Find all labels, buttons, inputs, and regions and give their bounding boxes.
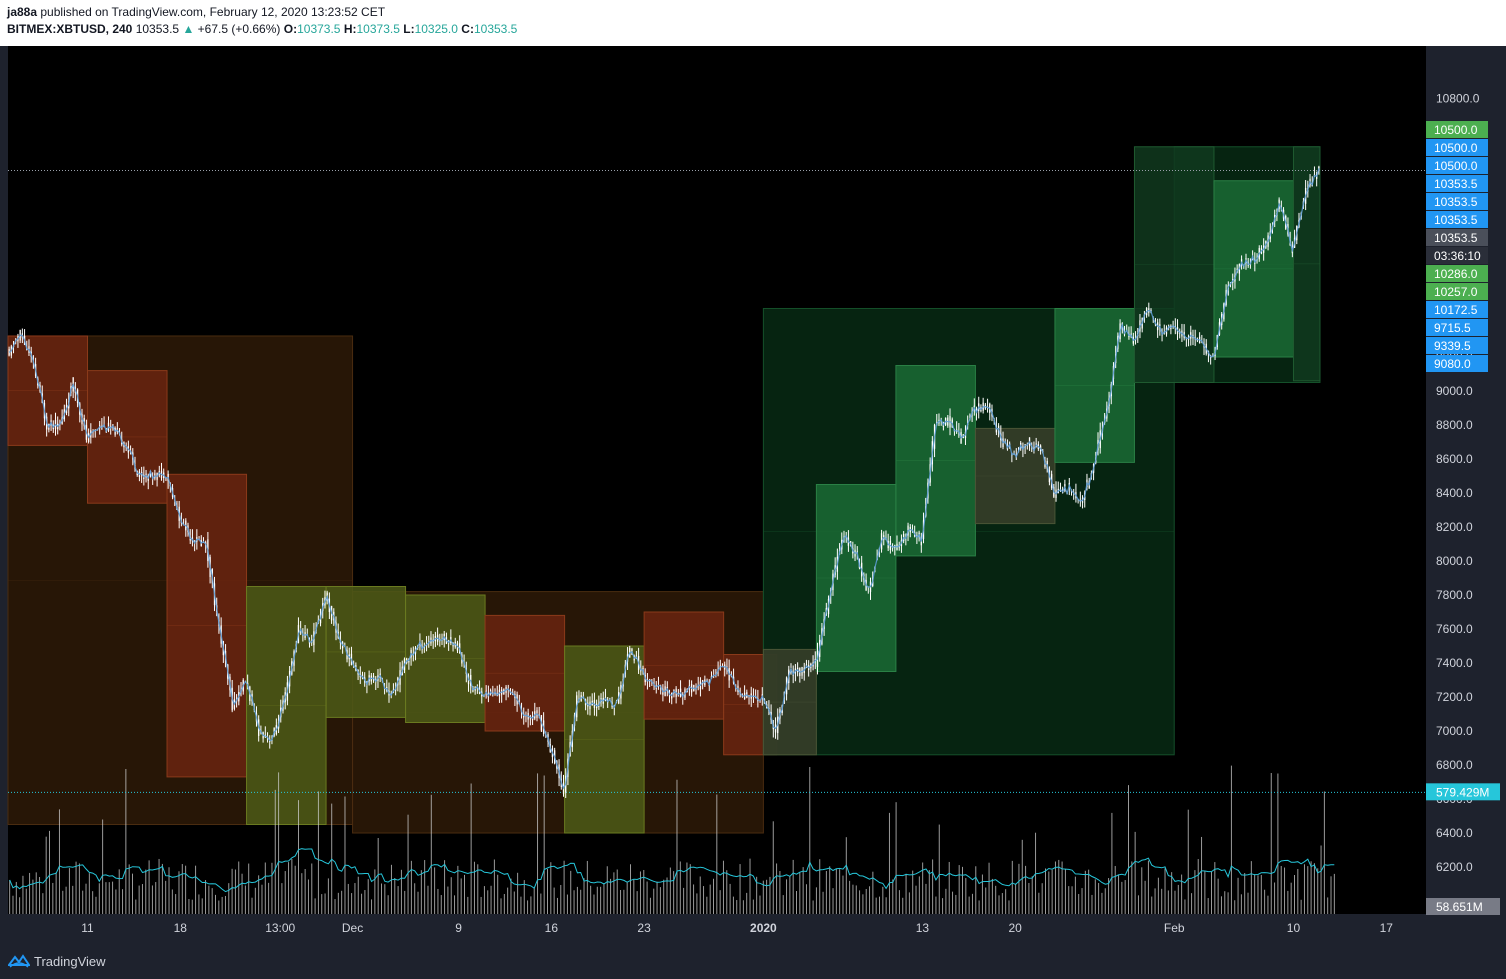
price-tick-label: 8000.0: [1436, 554, 1473, 568]
price-marker-text: 10500.0: [1434, 123, 1478, 137]
price-marker-text: 03:36:10: [1434, 249, 1481, 263]
high-value: 10373.5: [356, 22, 400, 36]
price-tick-label: 8400.0: [1436, 486, 1473, 500]
price-marker-label: [1426, 121, 1488, 138]
close-label: C:: [461, 22, 474, 36]
price-tick-label: 7800.0: [1436, 588, 1473, 602]
chart-header: ja88a published on TradingView.com, Febr…: [0, 0, 1506, 46]
price-tick-label: 8800.0: [1436, 418, 1473, 432]
price-chart[interactable]: 10800.010600.09200.09000.08800.08600.084…: [6, 46, 1506, 944]
price-tick-label: 6200.0: [1436, 860, 1473, 874]
time-tick-label: Dec: [342, 921, 363, 935]
tradingview-logo-icon[interactable]: [8, 953, 30, 969]
price-tick-label: 6800.0: [1436, 758, 1473, 772]
price-marker-label: [1426, 319, 1488, 336]
time-tick-label: 17: [1380, 921, 1394, 935]
price-marker-label: [1426, 193, 1488, 210]
price-marker-label: [1426, 157, 1488, 174]
price-tick-label: 8600.0: [1436, 452, 1473, 466]
time-tick-label: 11: [81, 921, 94, 935]
price-marker-text: 10172.5: [1434, 303, 1478, 317]
price-marker-label: [1426, 175, 1488, 192]
open-label: O:: [283, 22, 298, 36]
moving-average-line: [8, 168, 1320, 790]
publish-info: ja88a published on TradingView.com, Febr…: [7, 5, 385, 19]
price-marker-label: [1426, 283, 1488, 300]
price-marker-text: 10286.0: [1434, 267, 1478, 281]
time-tick-label: 23: [637, 921, 651, 935]
time-tick-label: Feb: [1164, 921, 1185, 935]
chart-area[interactable]: 10800.010600.09200.09000.08800.08600.084…: [6, 46, 1506, 944]
time-tick-label: 9: [455, 921, 462, 935]
price-marker-label: [1426, 337, 1488, 354]
time-axis[interactable]: [6, 914, 1426, 944]
price-marker-text: 9339.5: [1434, 339, 1471, 353]
open-value: 10373.5: [297, 22, 341, 36]
price-marker-text: 9715.5: [1434, 321, 1471, 335]
volume-last-label: [1426, 898, 1500, 915]
price-tick-label: 7600.0: [1436, 622, 1473, 636]
time-tick-label: 18: [174, 921, 188, 935]
price-marker-label: [1426, 247, 1488, 264]
volume-ma-line: [9, 848, 1335, 893]
close-value: 10353.5: [473, 22, 518, 36]
price-tick-label: 7400.0: [1436, 656, 1473, 670]
price-tick-label: 10800.0: [1436, 91, 1480, 105]
time-tick-label: 2020: [750, 921, 777, 935]
brand-name[interactable]: TradingView: [34, 954, 106, 969]
volume-last-text: 58.651M: [1436, 900, 1483, 914]
price-marker-text: 10353.5: [1434, 195, 1478, 209]
price-marker-label: [1426, 229, 1488, 246]
price-marker-label: [1426, 301, 1488, 318]
volume-ma-label: [1426, 783, 1500, 801]
price-marker-text: 10353.5: [1434, 231, 1478, 245]
price-marker-text: 10500.0: [1434, 141, 1478, 155]
price-marker-text: 9080.0: [1434, 357, 1471, 371]
price-marker-text: 10353.5: [1434, 213, 1478, 227]
time-tick-label: 16: [545, 921, 559, 935]
price-tick-label: 6400.0: [1436, 826, 1473, 840]
price-change: +67.5 (+0.66%): [197, 22, 281, 36]
price-tick-label: 7000.0: [1436, 724, 1473, 738]
up-arrow-icon: ▲: [182, 22, 195, 36]
author-name[interactable]: ja88a: [7, 5, 38, 19]
price-marker-text: 10353.5: [1434, 177, 1478, 191]
footer-bar: TradingView: [0, 944, 1506, 979]
last-price: 10353.5: [135, 22, 180, 36]
published-text: published on TradingView.com, February 1…: [40, 5, 386, 19]
price-tick-label: 7200.0: [1436, 690, 1473, 704]
price-marker-label: [1426, 265, 1488, 282]
price-tick-label: 8200.0: [1436, 520, 1473, 534]
price-marker-label: [1426, 211, 1488, 228]
time-tick-label: 13:00: [265, 921, 295, 935]
ohlc-legend: BITMEX:XBTUSD, 240 10353.5 ▲ +67.5 (+0.6…: [7, 22, 517, 36]
price-marker-text: 10257.0: [1434, 285, 1478, 299]
price-marker-label: [1426, 355, 1488, 372]
price-marker-label: [1426, 139, 1488, 156]
time-tick-label: 20: [1008, 921, 1022, 935]
symbol-label[interactable]: BITMEX:XBTUSD, 240: [7, 22, 133, 36]
price-marker-text: 10500.0: [1434, 159, 1478, 173]
price-tick-label: 9000.0: [1436, 384, 1473, 398]
low-label: L:: [403, 22, 415, 36]
time-tick-label: 13: [916, 921, 930, 935]
volume-ma-text: 579.429M: [1436, 785, 1489, 799]
high-label: H:: [343, 22, 357, 36]
time-tick-label: 10: [1287, 921, 1301, 935]
low-value: 10325.0: [414, 22, 458, 36]
